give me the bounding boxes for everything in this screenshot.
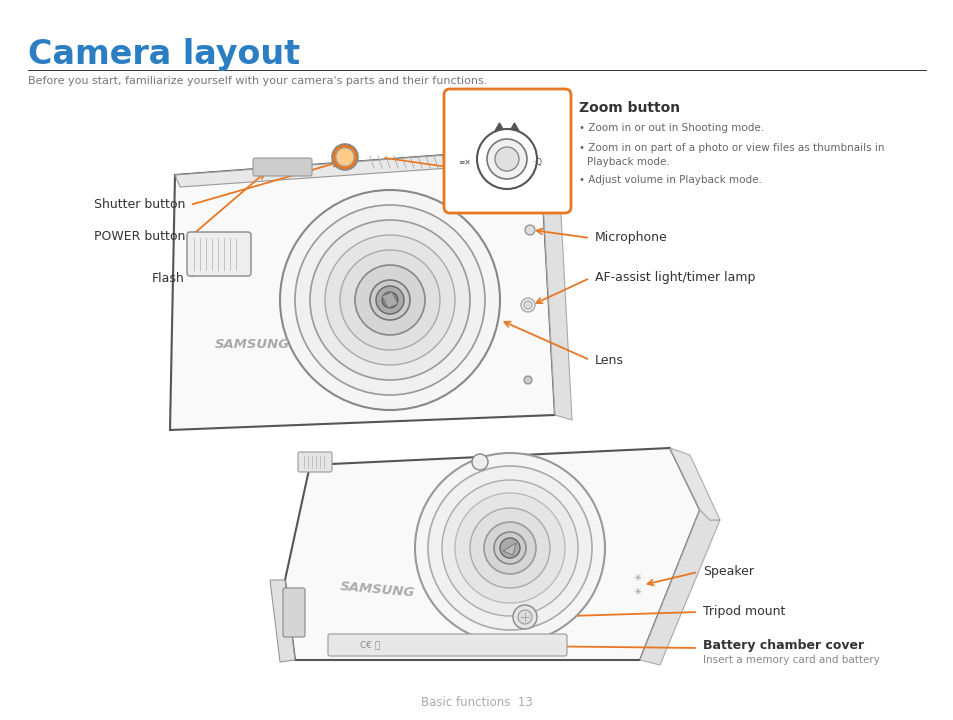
Text: ⁻Q: ⁻Q [532, 158, 541, 166]
Circle shape [513, 605, 537, 629]
Circle shape [339, 250, 439, 350]
FancyBboxPatch shape [443, 89, 571, 213]
Circle shape [472, 454, 488, 470]
Text: Shutter button: Shutter button [93, 199, 185, 212]
Text: Insert a memory card and battery: Insert a memory card and battery [702, 655, 879, 665]
Circle shape [495, 147, 518, 171]
Circle shape [520, 298, 535, 312]
FancyBboxPatch shape [187, 232, 251, 276]
Text: C€ ꟷ: C€ ꟷ [359, 641, 380, 649]
Polygon shape [285, 448, 700, 660]
Circle shape [494, 532, 525, 564]
Circle shape [523, 301, 532, 309]
Text: SAMSUNG: SAMSUNG [214, 338, 290, 351]
Circle shape [483, 522, 536, 574]
Circle shape [325, 235, 455, 365]
Circle shape [524, 225, 535, 235]
Circle shape [499, 538, 519, 558]
Text: Playback mode.: Playback mode. [586, 157, 669, 167]
Text: ✳: ✳ [634, 587, 641, 597]
Text: SAMSUNG: SAMSUNG [339, 580, 416, 600]
Circle shape [486, 139, 526, 179]
Polygon shape [170, 148, 555, 430]
Circle shape [523, 376, 532, 384]
Circle shape [455, 493, 564, 603]
Polygon shape [639, 510, 720, 665]
Polygon shape [502, 543, 516, 555]
Circle shape [381, 292, 397, 308]
Polygon shape [174, 148, 539, 187]
Text: POWER button: POWER button [93, 230, 185, 243]
Text: Basic functions  13: Basic functions 13 [420, 696, 533, 708]
Text: • Adjust volume in Playback mode.: • Adjust volume in Playback mode. [578, 175, 761, 185]
Polygon shape [669, 448, 720, 520]
Circle shape [441, 480, 578, 616]
Text: Before you start, familiarize yourself with your camera's parts and their functi: Before you start, familiarize yourself w… [28, 76, 487, 86]
Circle shape [517, 610, 532, 624]
Polygon shape [539, 148, 572, 420]
Text: Battery chamber cover: Battery chamber cover [702, 639, 863, 652]
Polygon shape [381, 292, 397, 308]
Text: AF-assist light/timer lamp: AF-assist light/timer lamp [595, 271, 755, 284]
Circle shape [370, 280, 410, 320]
Text: ✳: ✳ [634, 573, 641, 583]
Text: Zoom button: Zoom button [578, 101, 679, 115]
Circle shape [375, 286, 403, 314]
Text: ≡✕: ≡✕ [457, 158, 470, 166]
Polygon shape [510, 123, 518, 131]
Text: Lens: Lens [595, 354, 623, 366]
Text: Camera layout: Camera layout [28, 38, 300, 71]
Text: Tripod mount: Tripod mount [702, 606, 784, 618]
Polygon shape [270, 580, 294, 662]
Circle shape [428, 466, 592, 630]
Text: Flash: Flash [152, 271, 185, 284]
Text: Microphone: Microphone [595, 232, 667, 245]
Circle shape [355, 265, 424, 335]
Text: • Zoom in or out in Shooting mode.: • Zoom in or out in Shooting mode. [578, 123, 763, 133]
Polygon shape [495, 123, 503, 131]
FancyBboxPatch shape [328, 634, 566, 656]
Text: • Zoom in on part of a photo or view files as thumbnails in: • Zoom in on part of a photo or view fil… [578, 143, 883, 153]
Circle shape [470, 508, 550, 588]
FancyBboxPatch shape [253, 158, 312, 176]
Circle shape [332, 144, 357, 170]
Circle shape [310, 220, 470, 380]
Circle shape [476, 129, 537, 189]
FancyBboxPatch shape [283, 588, 305, 637]
Circle shape [294, 205, 484, 395]
Circle shape [415, 453, 604, 643]
Circle shape [335, 148, 354, 166]
FancyBboxPatch shape [297, 452, 332, 472]
Circle shape [280, 190, 499, 410]
Text: Speaker: Speaker [702, 565, 753, 578]
